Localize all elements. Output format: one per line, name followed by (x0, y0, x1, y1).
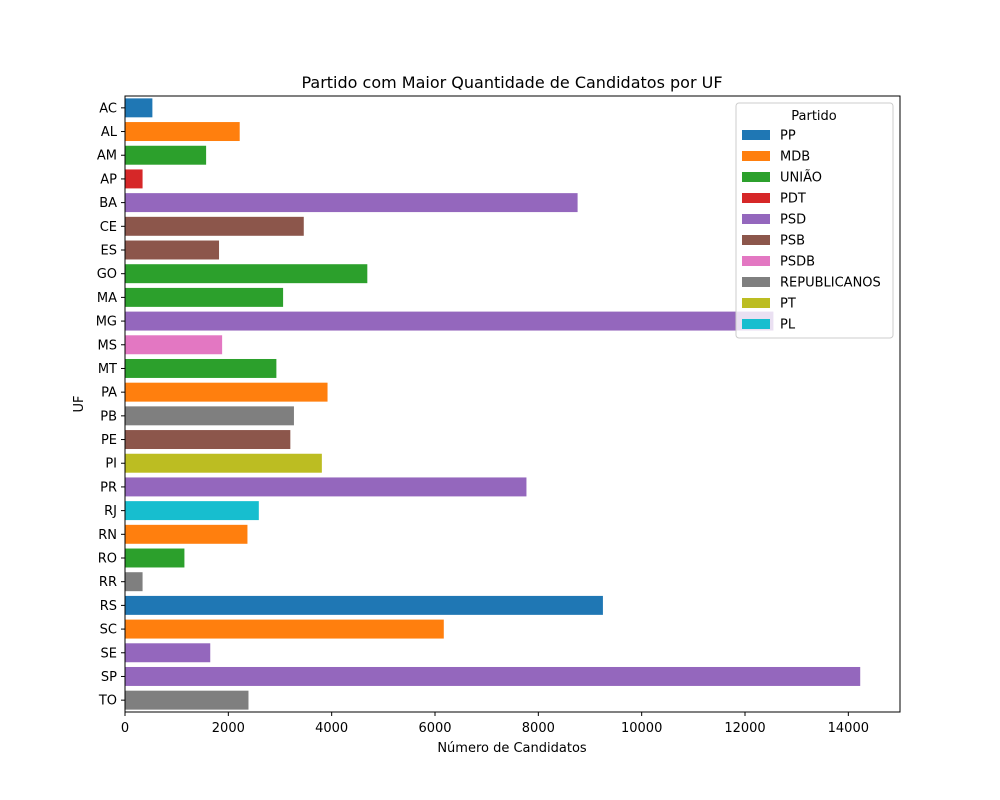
y-tick-label-mt: MT (98, 362, 117, 377)
bar-es (125, 240, 220, 260)
legend-swatch-pdt (742, 193, 770, 203)
x-axis: 0 2000 4000 6000 8000 10000 12000 14000 (121, 712, 869, 736)
legend-swatch-pp (742, 130, 770, 140)
bar-rr (125, 572, 143, 592)
bars-layer (125, 98, 861, 710)
y-tick-label-go: GO (97, 267, 117, 282)
y-tick-label-pr: PR (100, 480, 117, 495)
y-tick-label-rj: RJ (104, 504, 117, 519)
bar-sc (125, 619, 444, 639)
x-tick-label-8000: 8000 (522, 721, 555, 736)
plot-frame (124, 95, 901, 713)
bar-ms (125, 335, 223, 355)
y-tick-label-am: AM (97, 149, 117, 164)
legend-label-pdt: PDT (780, 192, 806, 207)
y-tick-label-to: TO (98, 694, 117, 709)
legend-label-pp: PP (780, 129, 796, 144)
bar-ba (125, 193, 578, 213)
bar-ma (125, 287, 284, 307)
y-tick-label-sp: SP (101, 670, 117, 685)
x-tick-label-6000: 6000 (418, 721, 451, 736)
bar-rs (125, 595, 603, 615)
legend-label-mdb: MDB (780, 150, 810, 165)
bar-mt (125, 358, 277, 378)
legend-swatch-uni-o (742, 172, 770, 182)
bar-se (125, 643, 211, 663)
y-tick-label-al: AL (101, 125, 118, 140)
legend-swatch-psd (742, 214, 770, 224)
bar-ap (125, 169, 143, 189)
legend-label-psdb: PSDB (780, 255, 815, 270)
legend: Partido PP MDB UNIÃO PDT PSD PSB PSDB REPUBLICA… (735, 102, 894, 339)
y-axis: AC AL AM AP BA CE ES GO MA MG MS MT PA PB PE PI PR RJ RN RO… (96, 101, 125, 709)
legend-swatch-psb (742, 235, 770, 245)
y-tick-label-pa: PA (101, 386, 117, 401)
bar-pi (125, 453, 322, 473)
bar-pa (125, 382, 328, 402)
bar-mg (125, 311, 774, 331)
y-tick-label-se: SE (101, 646, 117, 661)
x-tick-label-14000: 14000 (828, 721, 869, 736)
legend-label-republicanos: REPUBLICANOS (780, 276, 881, 291)
legend-swatch-psdb (742, 256, 770, 266)
x-tick-label-4000: 4000 (315, 721, 348, 736)
legend-label-psd: PSD (780, 213, 806, 228)
legend-swatch-mdb (742, 151, 770, 161)
y-tick-label-ac: AC (99, 101, 117, 116)
y-tick-label-es: ES (101, 244, 117, 259)
bar-pr (125, 477, 527, 497)
legend-box (735, 102, 894, 339)
y-tick-label-ap: AP (100, 172, 117, 187)
legend-title: Partido (791, 109, 837, 124)
x-tick-label-0: 0 (121, 721, 129, 736)
y-tick-label-sc: SC (100, 623, 117, 638)
legend-label-uni-o: UNIÃO (780, 170, 822, 186)
bar-sp (125, 666, 861, 686)
bar-am (125, 145, 207, 165)
y-tick-label-rr: RR (99, 575, 117, 590)
x-tick-label-10000: 10000 (621, 721, 662, 736)
x-axis-label: Número de Candidatos (437, 741, 587, 756)
y-tick-label-rn: RN (98, 528, 117, 543)
bar-ac (125, 98, 153, 118)
bar-go (125, 264, 368, 284)
legend-swatch-pt (742, 298, 770, 308)
y-tick-label-ba: BA (99, 196, 117, 211)
bar-rj (125, 501, 259, 521)
y-tick-label-ms: MS (98, 338, 117, 353)
bar-pe (125, 430, 291, 450)
bar-ce (125, 216, 304, 236)
legend-label-pt: PT (780, 297, 796, 312)
y-tick-label-mg: MG (96, 315, 117, 330)
x-tick-label-12000: 12000 (724, 721, 765, 736)
bar-to (125, 690, 249, 710)
legend-label-psb: PSB (780, 234, 805, 249)
y-tick-label-rs: RS (100, 599, 117, 614)
chart-title: Partido com Maior Quantidade de Candidat… (301, 73, 722, 92)
y-tick-label-pb: PB (100, 409, 117, 424)
y-tick-label-ma: MA (97, 291, 117, 306)
legend-swatch-republicanos (742, 277, 770, 287)
bar-pb (125, 406, 294, 426)
y-tick-label-ro: RO (98, 552, 117, 567)
x-tick-label-2000: 2000 (212, 721, 245, 736)
y-tick-label-pi: PI (105, 457, 117, 472)
legend-label-pl: PL (780, 318, 796, 333)
bar-al (125, 122, 240, 142)
bar-ro (125, 548, 185, 568)
y-tick-label-ce: CE (100, 220, 117, 235)
y-axis-label: UF (72, 396, 87, 413)
y-tick-label-pe: PE (101, 433, 117, 448)
bar-rn (125, 524, 248, 544)
legend-swatch-pl (742, 319, 770, 329)
